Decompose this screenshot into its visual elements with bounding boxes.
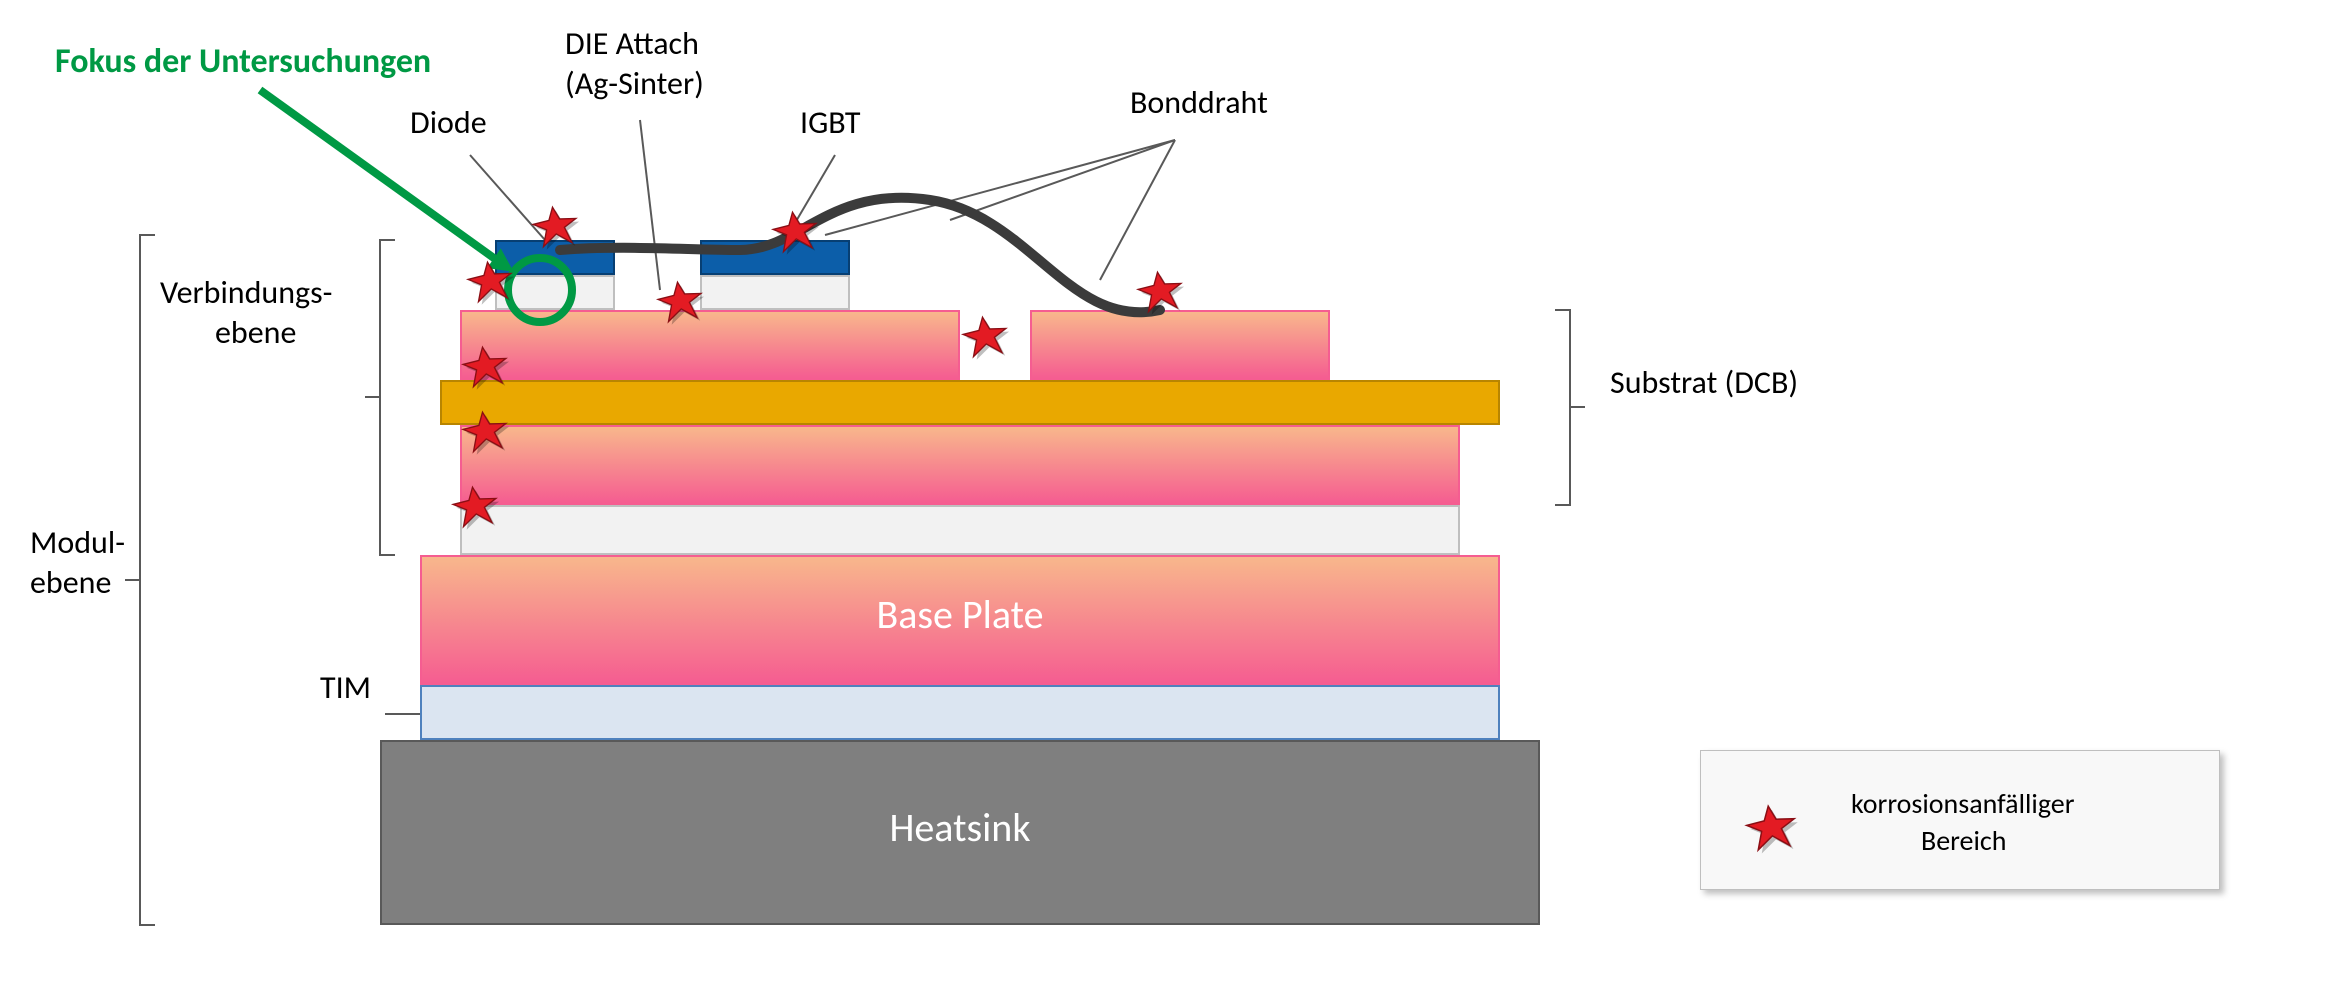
- bracket-modul: [125, 235, 155, 925]
- layer-die-left: [495, 240, 615, 275]
- heatsink-title: Heatsink: [380, 803, 1540, 852]
- label-die-attach-2: (Ag-Sinter): [565, 64, 704, 103]
- bondwire: [560, 198, 1160, 313]
- layer-cu-top-left: [460, 310, 960, 380]
- legend-box: korrosionsanfälliger Bereich: [1700, 750, 2220, 890]
- diagram-stage: Heatsink Base Plate Diode DIE Attach (Ag…: [0, 0, 2328, 1001]
- label-modul-1: Modul-: [30, 523, 125, 562]
- legend-star-icon: [1744, 802, 1801, 855]
- layer-solder-base: [460, 505, 1460, 555]
- layer-cu-top-right: [1030, 310, 1330, 380]
- layer-tim: [420, 685, 1500, 740]
- layer-cu-bottom: [460, 425, 1460, 505]
- bracket-substrat: [1555, 310, 1585, 505]
- layer-die-right: [700, 240, 850, 275]
- bracket-verbindungs: [365, 240, 395, 555]
- label-focus: Fokus der Untersuchungen: [55, 41, 431, 82]
- layer-ceramic: [440, 380, 1500, 425]
- label-die-attach-1: DIE Attach: [565, 24, 699, 63]
- label-bonddraht: Bonddraht: [1130, 83, 1268, 122]
- label-tim: TIM: [320, 668, 371, 707]
- layer-sinter-left: [495, 275, 615, 310]
- label-verbindungs-1: Verbindungs-: [160, 273, 332, 312]
- layer-sinter-right: [700, 275, 850, 310]
- label-modul-2: ebene: [30, 563, 111, 602]
- label-igbt: IGBT: [800, 103, 861, 142]
- baseplate-title: Base Plate: [420, 590, 1500, 639]
- label-diode: Diode: [410, 103, 487, 142]
- label-substrat: Substrat (DCB): [1610, 363, 1798, 402]
- legend-text-2: Bereich: [1921, 823, 2006, 858]
- label-verbindungs-2: ebene: [215, 313, 296, 352]
- legend-text-1: korrosionsanfälliger: [1851, 786, 2074, 821]
